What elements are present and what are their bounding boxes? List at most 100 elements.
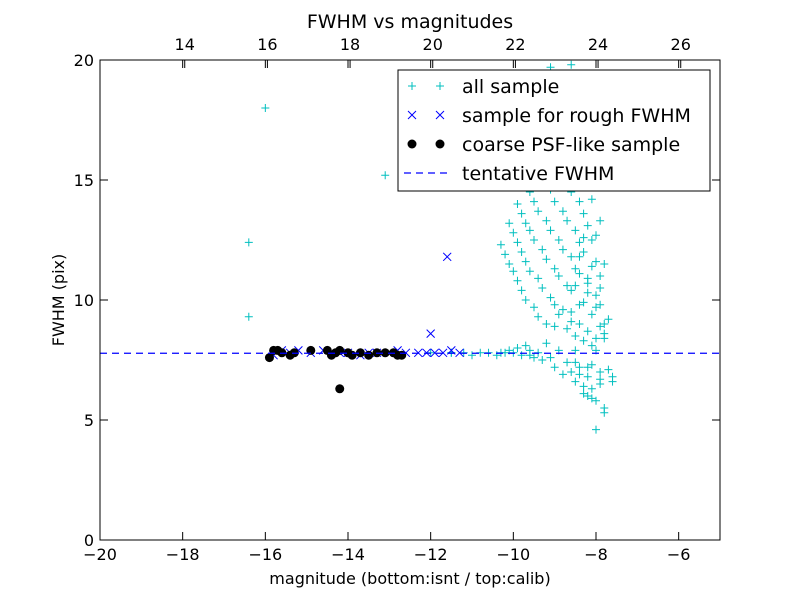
y-axis-label: FWHM (pix): [49, 254, 68, 347]
legend-marker-sample: [407, 110, 417, 120]
top-tick-label: 26: [671, 35, 691, 54]
data-point-plus: [505, 219, 514, 228]
legend-marker-sample: [436, 82, 444, 90]
data-point-plus: [587, 236, 596, 244]
data-point-plus: [596, 300, 605, 309]
y-tick-label: 0: [84, 531, 94, 550]
data-point-plus: [513, 200, 522, 208]
data-point-plus: [509, 228, 518, 237]
data-point-plus: [604, 365, 613, 374]
legend-label-psf-sample: coarse PSF-like sample: [462, 134, 680, 156]
chart-title: FWHM vs magnitudes: [307, 11, 513, 33]
data-point-plus: [579, 389, 588, 398]
data-point-plus: [587, 310, 596, 319]
data-point-plus: [550, 264, 559, 273]
data-point-plus: [604, 315, 613, 324]
data-point-plus: [600, 334, 609, 343]
x-tick-label: −16: [248, 545, 282, 564]
data-point-plus: [534, 207, 543, 216]
top-tick-label: 24: [588, 35, 608, 54]
data-point-plus: [596, 216, 605, 225]
legend: all sample sample for rough FWHM coarse …: [397, 69, 711, 192]
plot-frame: [99, 59, 721, 541]
data-point-plus: [571, 264, 580, 273]
data-point-plus: [538, 356, 547, 364]
data-point-plus: [579, 336, 588, 345]
data-point-dot: [347, 350, 357, 360]
data-point-plus: [587, 394, 596, 403]
data-point-x: [430, 348, 440, 358]
data-point-plus: [509, 267, 518, 276]
data-point-plus: [517, 286, 526, 295]
data-point-plus: [575, 320, 584, 328]
data-point-dot: [364, 350, 374, 360]
x-tick-label: −14: [331, 545, 365, 564]
data-point-plus: [571, 281, 580, 290]
data-point-plus: [550, 363, 559, 372]
legend-label-rough-sample: sample for rough FWHM: [462, 105, 691, 127]
top-tick-label: 16: [257, 35, 277, 54]
y-tick-label: 5: [84, 411, 94, 430]
data-point-plus: [538, 245, 547, 254]
data-point-plus: [550, 322, 559, 331]
data-point-plus: [592, 396, 600, 405]
legend-label-tentative: tentative FWHM: [462, 163, 614, 185]
data-point-plus: [554, 236, 563, 244]
data-point-plus: [600, 404, 609, 412]
data-point-plus: [587, 341, 596, 350]
data-point-plus: [530, 353, 538, 362]
data-point-dot: [264, 353, 274, 363]
data-point-plus: [596, 368, 605, 376]
data-point-plus: [530, 197, 538, 206]
data-point-plus: [596, 322, 605, 331]
data-point-plus: [538, 284, 547, 292]
data-point-plus: [608, 372, 617, 381]
data-point-plus: [521, 257, 530, 266]
data-point-plus: [513, 238, 522, 247]
data-point-plus: [558, 207, 567, 216]
x-axis-label: magnitude (bottom:isnt / top:calib): [269, 569, 550, 588]
data-point-plus: [517, 248, 526, 256]
data-point-plus: [550, 197, 559, 206]
data-point-plus: [592, 291, 600, 300]
top-tick-label: 20: [423, 35, 443, 54]
top-tick-label: 14: [175, 35, 195, 54]
data-point-plus: [546, 226, 555, 235]
data-point-plus: [583, 372, 592, 381]
data-point-plus: [261, 104, 270, 112]
data-point-plus: [546, 293, 555, 302]
data-point-dot: [397, 350, 407, 360]
legend-marker-sample: [435, 139, 445, 149]
data-point-plus: [492, 351, 501, 360]
data-point-dot: [335, 345, 345, 355]
data-point-plus: [579, 209, 588, 218]
data-point-plus: [554, 310, 563, 319]
legend-marker-x: [407, 110, 445, 120]
data-point-plus: [546, 353, 555, 362]
data-point-plus: [550, 300, 559, 309]
data-point-plus: [517, 351, 526, 360]
data-point-plus: [567, 308, 576, 316]
axis-ticks: −20 −18 −16 −14 −12 −10 −8 −6 14 16 18 20 22 24 26 0 5 10…: [74, 35, 720, 564]
data-point-plus: [558, 370, 567, 379]
legend-marker-plus: [408, 82, 444, 90]
data-point-plus: [571, 332, 580, 340]
data-point-plus: [530, 303, 538, 312]
data-point-plus: [513, 276, 522, 285]
legend-item-psf-sample: coarse PSF-like sample: [407, 134, 680, 156]
data-point-plus: [534, 312, 543, 321]
data-point-plus: [571, 346, 580, 355]
data-point-plus: [583, 363, 592, 372]
legend-item-all-sample: all sample: [408, 76, 559, 98]
x-tick-label: −18: [166, 545, 200, 564]
data-point-plus: [554, 272, 563, 280]
data-point-x: [438, 348, 448, 358]
data-point-plus: [583, 221, 592, 230]
data-point-plus: [501, 250, 510, 259]
data-point-plus: [592, 303, 600, 312]
data-point-plus: [244, 312, 253, 321]
data-point-plus: [592, 231, 600, 240]
x-tick-label: −20: [83, 545, 117, 564]
data-point-dot: [355, 348, 365, 358]
data-point-plus: [558, 245, 567, 254]
